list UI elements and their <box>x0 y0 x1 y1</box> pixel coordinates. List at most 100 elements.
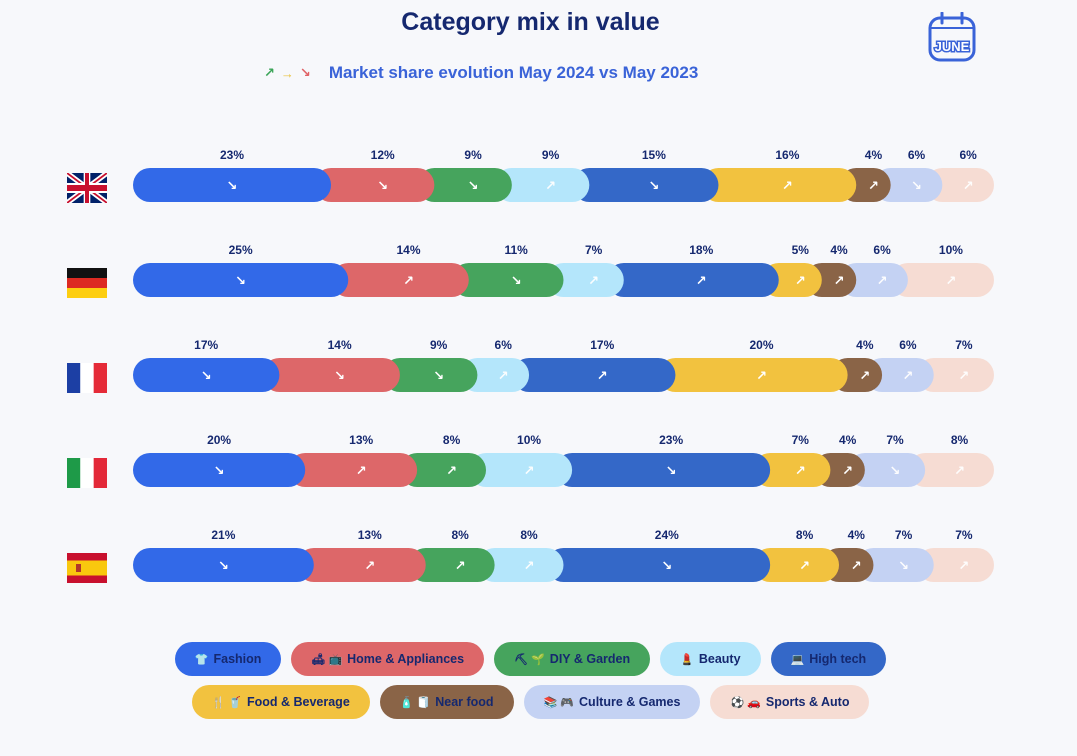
trend-down-icon: ↘ <box>661 559 672 574</box>
calendar-icon: JUNE <box>928 12 976 62</box>
bar-segment-culture <box>847 453 926 487</box>
bar-segment-sports <box>925 168 994 202</box>
bar-segment-home <box>314 168 435 202</box>
trend-down-icon: ↘ <box>890 464 901 479</box>
bar-segment-sports <box>908 453 994 487</box>
data-label: 7% <box>792 433 810 447</box>
trend-up-icon: ↗ <box>799 559 810 574</box>
bar-segment-culture <box>873 168 943 202</box>
trend-up-icon: ↗ <box>834 274 845 289</box>
trend-down-icon: ↘ <box>666 464 677 479</box>
bar-segment-fashion <box>133 453 306 487</box>
bar-segment-home <box>331 263 469 297</box>
trend-down-icon: ↘ <box>334 369 345 384</box>
bar-segment-beauty <box>477 548 564 582</box>
legend-row-1: 👕 Fashion 🛋 📺 Home & Appliances ⛏ 🌱 DIY & Gar… <box>0 642 1061 676</box>
italy-flag-icon <box>67 458 107 488</box>
bar-segment-diy <box>382 358 478 392</box>
bar-segment-sports <box>916 358 994 392</box>
trend-down-icon: ↘ <box>898 559 909 574</box>
data-label: 8% <box>796 528 814 542</box>
data-label: 23% <box>659 433 683 447</box>
data-label: 7% <box>955 528 973 542</box>
trend-up-icon: ↗ <box>446 464 457 479</box>
bar-segment-diy <box>451 263 564 297</box>
data-label: 8% <box>452 528 470 542</box>
bar-segment-sports <box>916 548 994 582</box>
trend-down-icon: ↘ <box>468 179 479 194</box>
trend-down-icon: ↘ <box>911 179 922 194</box>
bar-segment-diy <box>417 168 512 202</box>
bar-segment-culture <box>865 358 934 392</box>
bar-segment-home <box>296 548 426 582</box>
bar-segment-fashion <box>133 263 349 297</box>
beauty-icon: 💄 <box>680 653 694 666</box>
data-label: 4% <box>848 528 866 542</box>
data-label: 14% <box>328 338 352 352</box>
trend-down-icon: ↘ <box>227 179 238 194</box>
legend-item-sports: ⚽ 🚗 Sports & Auto <box>710 685 870 719</box>
data-label: 4% <box>830 243 848 257</box>
data-label: 8% <box>443 433 461 447</box>
data-label: 9% <box>464 148 482 162</box>
data-label: 6% <box>908 148 926 162</box>
data-label: 9% <box>542 148 560 162</box>
trend-down-icon: ↘ <box>511 274 522 289</box>
legend-item-diy: ⛏ 🌱 DIY & Garden <box>494 642 651 676</box>
data-label: 7% <box>895 528 913 542</box>
legend-item-home: 🛋 📺 Home & Appliances <box>291 642 485 676</box>
data-label: 15% <box>642 148 666 162</box>
trend-down-icon: ↘ <box>214 464 225 479</box>
bar-row-germany: ↘ 25% ↗ 14% ↘ 11% ↗ 7% ↗ 18% ↗ 5% ↗ 4% ↗ 6% ↗ 10% <box>133 243 994 297</box>
sports-icon: ⚽ 🚗 <box>730 696 761 709</box>
bar-segment-hightech <box>606 263 779 297</box>
trend-up-icon: ↗ <box>795 464 806 479</box>
bar-segment-fashion <box>133 168 332 202</box>
bar-segment-hightech <box>572 168 719 202</box>
bar-segment-food <box>753 548 840 582</box>
trend-up-icon: ↗ <box>696 274 707 289</box>
trend-up-icon: ↗ <box>945 274 956 289</box>
bar-segment-food <box>761 263 822 297</box>
bar-row-spain: ↘ 21% ↗ 13% ↗ 8% ↗ 8% ↘ 24% ↗ 8% ↗ 4% ↘ 7% ↗ 7% <box>133 528 994 582</box>
trend-up-icon: ↗ <box>859 369 870 384</box>
trend-up-icon: ↗ <box>842 464 853 479</box>
data-label: 9% <box>430 338 448 352</box>
trend-down-icon: ↘ <box>377 179 388 194</box>
legend-item-beauty: 💄 Beauty <box>660 642 761 676</box>
legend-item-fashion: 👕 Fashion <box>174 642 282 676</box>
arrow-right-icon: → <box>280 65 294 81</box>
legend-label: Near food <box>435 695 494 709</box>
data-label: 17% <box>590 338 614 352</box>
data-label: 18% <box>689 243 713 257</box>
uk-flag-icon <box>67 173 107 203</box>
page-title: Category mix in value <box>401 8 660 36</box>
bar-segment-fashion <box>133 358 280 392</box>
bar-row-france: ↘ 17% ↘ 14% ↘ 9% ↗ 6% ↗ 17% ↗ 20% ↗ 4% ↗ 6% ↗ 7% <box>133 338 994 392</box>
arrow-down-icon: ↘ <box>299 65 311 80</box>
legend-label: Culture & Games <box>579 695 681 709</box>
trend-down-icon: ↘ <box>235 274 246 289</box>
trend-up-icon: ↗ <box>851 559 862 574</box>
bar-segment-diy <box>408 548 495 582</box>
trend-up-icon: ↗ <box>963 179 974 194</box>
trend-up-icon: ↗ <box>455 559 466 574</box>
bar-segment-food <box>658 358 848 392</box>
legend-item-food: 🍴 🥤 Food & Beverage <box>191 685 370 719</box>
france-flag-icon <box>67 363 107 393</box>
trend-up-icon: ↗ <box>545 179 556 194</box>
trend-up-icon: ↗ <box>782 179 793 194</box>
germany-flag-icon <box>67 268 107 298</box>
legend-label: High tech <box>809 652 867 666</box>
data-label: 4% <box>865 148 883 162</box>
data-label: 7% <box>585 243 603 257</box>
trend-down-icon: ↘ <box>218 559 229 574</box>
trend-up-icon: ↗ <box>958 369 969 384</box>
legend-label: Sports & Auto <box>765 695 850 709</box>
data-label: 7% <box>955 338 973 352</box>
bar-segment-fashion <box>133 548 314 582</box>
bar-segment-hightech <box>555 453 771 487</box>
trend-down-icon: ↘ <box>433 369 444 384</box>
data-label: 4% <box>856 338 874 352</box>
data-label: 20% <box>750 338 774 352</box>
